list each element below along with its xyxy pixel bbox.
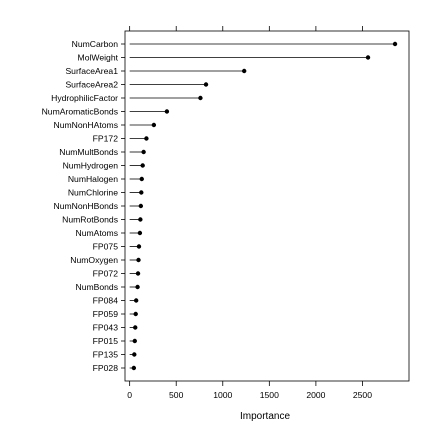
y-tick-label: NumNonHAtoms: [54, 120, 118, 130]
y-tick-label: NumHalogen: [68, 174, 118, 184]
y-tick-label: NumHydrogen: [63, 161, 119, 171]
x-axis-title: Importance: [240, 411, 290, 422]
y-tick-label: NumNonHBonds: [54, 201, 118, 211]
y-tick-label: FP072: [93, 269, 119, 279]
lollipop-point: [133, 325, 138, 330]
y-tick-label: NumAromaticBonds: [42, 107, 118, 117]
plot-frame: [124, 30, 410, 382]
lollipop-point: [139, 176, 144, 182]
y-tick-label: FP059: [93, 309, 119, 319]
lollipop-point: [137, 230, 143, 236]
x-tick-label: 2000: [306, 390, 325, 400]
lollipop-point: [139, 190, 144, 195]
lollipop-point: [136, 244, 142, 249]
lollipop-point: [136, 257, 141, 263]
y-tick-label: NumBonds: [75, 282, 118, 292]
y-tick-label: NumCarbon: [72, 39, 119, 49]
x-tick-label: 0: [127, 390, 132, 400]
y-tick-label: NumOxygen: [70, 255, 118, 265]
y-tick-label: HydrophilicFactor: [51, 93, 118, 103]
x-tick-label: 500: [169, 390, 184, 400]
y-tick-label: SurfaceArea2: [65, 80, 118, 90]
lollipop-point: [203, 82, 209, 87]
lollipop-point: [133, 298, 139, 303]
y-tick-label: FP075: [93, 242, 119, 252]
y-tick-label: NumRotBonds: [62, 215, 118, 225]
lollipop-point: [131, 365, 137, 371]
lollipop-point: [164, 109, 170, 114]
x-tick-label: 1000: [213, 390, 232, 400]
top-tick-marks: [129, 26, 363, 31]
lollipop-point: [138, 203, 144, 209]
x-tick-label: 1500: [260, 390, 279, 400]
y-tick-label: FP043: [93, 323, 119, 333]
y-tick-label: FP135: [93, 350, 119, 360]
lollipop-point: [365, 55, 371, 60]
y-tick-label: FP172: [93, 134, 119, 144]
lollipop-point: [241, 68, 247, 74]
chart-marks: [129, 41, 398, 371]
lollipop-point: [138, 217, 143, 222]
y-tick-label: MolWeight: [78, 53, 119, 63]
y-tick-label: NumAtoms: [76, 228, 119, 238]
y-tick-label: FP084: [93, 296, 119, 306]
lollipop-point: [151, 122, 157, 128]
lollipop-point: [133, 311, 138, 317]
lollipop-point: [132, 338, 137, 344]
y-tick-label: FP028: [93, 363, 119, 373]
lollipop-point: [132, 352, 137, 357]
y-tick-label: NumChlorine: [68, 188, 118, 198]
lollipop-point: [198, 95, 203, 101]
y-tick-label: SurfaceArea1: [65, 66, 118, 76]
lollipop-point: [392, 41, 398, 47]
lollipop-point: [135, 271, 141, 276]
lollipop-point: [140, 163, 145, 168]
y-axis: NumCarbon MolWeight SurfaceArea1 SurfaceAre…: [42, 39, 125, 373]
y-tick-label: FP015: [93, 336, 119, 346]
lollipop-point: [135, 284, 140, 290]
x-axis: 0 500 1000 1500 2000 2500: [127, 381, 372, 400]
x-tick-label: 2500: [353, 390, 372, 400]
y-tick-label: NumMultBonds: [59, 147, 118, 157]
lollipop-point: [141, 149, 146, 155]
lollipop-point: [144, 136, 149, 141]
